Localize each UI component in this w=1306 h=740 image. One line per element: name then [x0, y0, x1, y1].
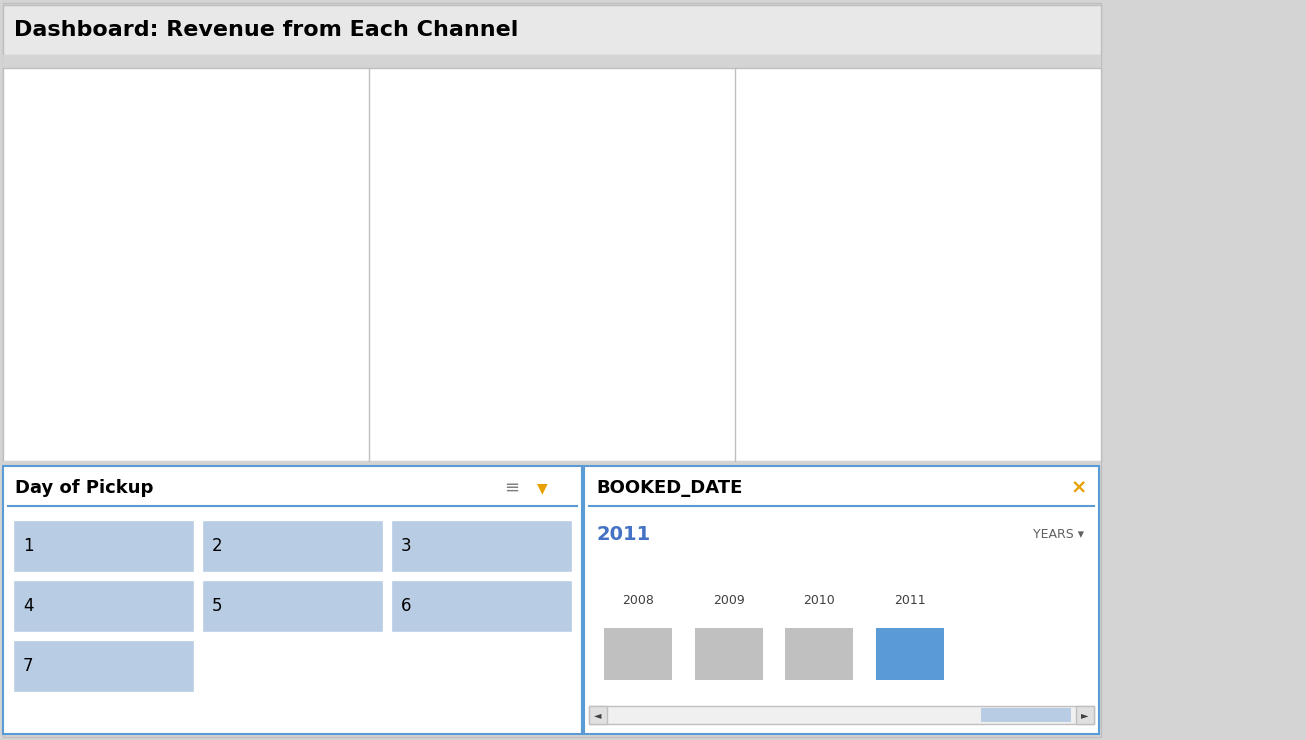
Title: CALL: CALL — [149, 53, 222, 79]
FancyBboxPatch shape — [981, 708, 1071, 722]
Text: M
32%: M 32% — [180, 362, 206, 389]
Wedge shape — [909, 118, 918, 195]
Text: 2010: 2010 — [803, 594, 836, 608]
FancyBboxPatch shape — [3, 461, 1101, 466]
Text: Day of Pickup: Day of Pickup — [14, 479, 153, 497]
FancyBboxPatch shape — [390, 520, 572, 572]
Text: S
1%: S 1% — [539, 139, 558, 167]
FancyBboxPatch shape — [13, 520, 195, 572]
Wedge shape — [248, 237, 333, 335]
Text: 5: 5 — [212, 597, 222, 615]
Text: I
24%: I 24% — [802, 209, 828, 238]
Text: 4: 4 — [24, 597, 34, 615]
Wedge shape — [482, 118, 547, 203]
Text: F
6%: F 6% — [815, 310, 833, 338]
Text: 1: 1 — [24, 537, 34, 555]
Wedge shape — [39, 118, 185, 351]
FancyBboxPatch shape — [695, 628, 763, 680]
FancyBboxPatch shape — [3, 466, 582, 734]
Text: C
22%: C 22% — [610, 165, 636, 192]
Text: S
1%: S 1% — [905, 139, 923, 167]
FancyBboxPatch shape — [390, 580, 572, 632]
Wedge shape — [918, 118, 1064, 335]
FancyBboxPatch shape — [589, 706, 607, 724]
FancyBboxPatch shape — [3, 5, 1101, 55]
Text: 2011: 2011 — [596, 525, 650, 543]
Wedge shape — [782, 290, 867, 365]
Wedge shape — [552, 118, 696, 252]
FancyBboxPatch shape — [876, 628, 944, 680]
FancyBboxPatch shape — [589, 706, 1094, 724]
Text: 2: 2 — [212, 537, 222, 555]
Text: YEARS ▾: YEARS ▾ — [1033, 528, 1084, 540]
Text: E
28%: E 28% — [624, 321, 650, 349]
Text: E
30%: E 30% — [919, 361, 944, 389]
Text: C
22%: C 22% — [244, 165, 270, 192]
Text: M
6%: M 6% — [882, 143, 900, 171]
Text: 6: 6 — [401, 597, 411, 615]
Text: 7: 7 — [24, 657, 34, 675]
Text: S
35%: S 35% — [74, 200, 99, 228]
Wedge shape — [543, 118, 552, 195]
Text: ►: ► — [1081, 710, 1089, 720]
Wedge shape — [68, 298, 315, 411]
Text: 2009: 2009 — [713, 594, 744, 608]
FancyBboxPatch shape — [13, 640, 195, 692]
Text: F
16%: F 16% — [486, 348, 512, 376]
FancyBboxPatch shape — [202, 520, 383, 572]
FancyBboxPatch shape — [1076, 706, 1094, 724]
Wedge shape — [772, 132, 888, 318]
Text: ≡: ≡ — [504, 479, 520, 497]
Text: M
7%: M 7% — [512, 144, 530, 172]
FancyBboxPatch shape — [3, 68, 1101, 461]
Wedge shape — [552, 237, 699, 411]
Wedge shape — [855, 118, 914, 201]
Text: BOOKED_DATE: BOOKED_DATE — [596, 479, 742, 497]
Text: ×: × — [1071, 479, 1087, 497]
FancyBboxPatch shape — [13, 580, 195, 632]
Text: Dashboard: Revenue from Each Channel: Dashboard: Revenue from Each Channel — [14, 20, 518, 40]
Wedge shape — [406, 136, 518, 343]
Title: VENDOR: VENDOR — [490, 53, 615, 79]
Text: ▼: ▼ — [537, 481, 547, 495]
Wedge shape — [185, 118, 330, 252]
Text: I
26%: I 26% — [431, 223, 457, 251]
Text: C
33%: C 33% — [1000, 194, 1027, 222]
Title: WEB: WEB — [884, 53, 952, 79]
Text: 2011: 2011 — [895, 594, 926, 608]
FancyBboxPatch shape — [202, 580, 383, 632]
FancyBboxPatch shape — [603, 628, 673, 680]
Text: ◄: ◄ — [594, 710, 602, 720]
Wedge shape — [428, 302, 552, 411]
Text: 3: 3 — [401, 537, 411, 555]
Text: 2008: 2008 — [622, 594, 654, 608]
Wedge shape — [811, 298, 1046, 411]
FancyBboxPatch shape — [3, 55, 1101, 70]
Text: E
11%: E 11% — [283, 268, 310, 296]
FancyBboxPatch shape — [584, 466, 1100, 734]
FancyBboxPatch shape — [785, 628, 853, 680]
